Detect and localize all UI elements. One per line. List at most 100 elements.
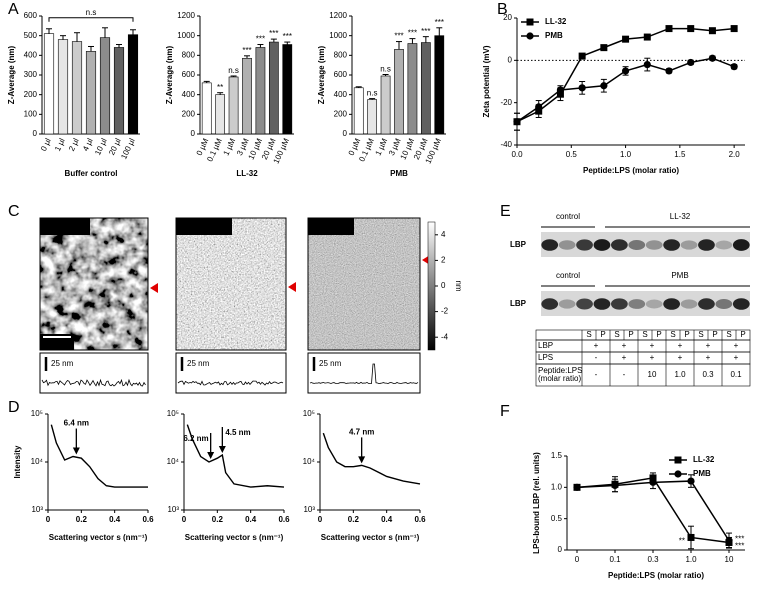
peak-arrow <box>218 426 226 453</box>
legend-label: LL-32 <box>545 17 567 26</box>
bar <box>255 47 266 135</box>
afm-label: control <box>43 222 67 231</box>
afm-label-bg <box>176 218 232 235</box>
series-line <box>322 432 421 485</box>
marker <box>556 86 565 94</box>
marker <box>649 478 657 486</box>
y-tick-label: 400 <box>24 50 38 59</box>
chart-title: LL-32 <box>236 169 258 178</box>
table-cell: - <box>595 353 598 362</box>
marker <box>600 44 608 52</box>
significance: n.s <box>380 65 391 74</box>
panel-label: F <box>500 403 510 420</box>
y-tick-label: 200 <box>334 109 348 118</box>
scale-bar-label: 1 µm <box>44 339 62 348</box>
table-cell: LPS <box>538 353 553 362</box>
blot-band <box>715 299 733 309</box>
x-axis-label: Peptide:LPS (molar ratio) <box>608 571 704 580</box>
significance: *** <box>735 542 744 551</box>
marker <box>600 82 608 90</box>
colorbar-tick-label: -2 <box>441 307 449 316</box>
legend-marker <box>674 470 682 478</box>
table-cell: + <box>678 341 683 350</box>
x-tick-label: 0.6 <box>142 515 154 524</box>
panel-label: A <box>8 1 19 18</box>
error-bar <box>422 36 429 43</box>
blot-band <box>558 299 576 309</box>
table-cell: + <box>678 353 683 362</box>
y-axis-label: Z-Average (nm) <box>7 45 16 104</box>
significance: *** <box>408 29 417 38</box>
x-axis-label: Peptide:LPS (molar ratio) <box>583 166 679 175</box>
profile-frame <box>175 352 287 394</box>
blot-band <box>628 299 646 309</box>
panel-label: D <box>8 399 20 416</box>
profile-frame <box>39 352 149 394</box>
colorbar-tick-label: 2 <box>441 256 446 265</box>
blot-band <box>558 240 576 250</box>
y-tick-label: 200 <box>24 90 38 99</box>
table-row <box>535 351 751 365</box>
height-bar-label: 25 nm <box>319 359 342 368</box>
blot-band <box>576 239 593 251</box>
peak-label: 4.7 nm <box>349 427 374 436</box>
x-tick-label: 0.2 <box>348 515 360 524</box>
marker <box>687 25 695 33</box>
blot-band <box>663 298 680 310</box>
bar <box>380 75 391 135</box>
x-tick-label: 0.0 <box>511 150 523 159</box>
marker <box>573 483 581 491</box>
x-tick-label: 0 <box>575 555 580 564</box>
table-cell: P <box>600 330 605 339</box>
y-axis-label: LPS-bound LBP (rel. units) <box>532 452 541 554</box>
y-axis-label: Intensity <box>13 445 22 478</box>
significance: n.s <box>367 89 378 98</box>
table-row <box>535 363 751 387</box>
table-cell: + <box>622 341 627 350</box>
x-tick-label: 0.6 <box>414 515 426 524</box>
marker <box>643 33 651 41</box>
marker <box>578 84 586 92</box>
legend-marker <box>674 456 682 464</box>
legend-label: PMB <box>693 469 711 478</box>
blot-band <box>576 298 593 310</box>
table-cell: + <box>706 341 711 350</box>
significance: *** <box>394 32 403 41</box>
marker <box>535 103 543 111</box>
table-cell: 0.3 <box>702 370 714 379</box>
x-tick-label: 2.0 <box>729 150 741 159</box>
marker <box>611 481 619 490</box>
x-tick-label: 10 µl <box>93 137 109 157</box>
blot-image <box>541 232 750 257</box>
series-line <box>50 424 148 488</box>
marker-triangle <box>288 282 296 292</box>
bar <box>420 42 431 135</box>
afm-image <box>176 218 286 350</box>
blot-band <box>663 239 680 251</box>
y-tick-label: -20 <box>500 98 512 107</box>
y-tick-label: -40 <box>500 140 512 149</box>
table-cell: S <box>642 330 647 339</box>
table-cell: LBP <box>538 341 553 350</box>
y-tick-label: 0 <box>343 129 348 138</box>
y-tick-label: 300 <box>24 70 38 79</box>
peak-arrow <box>72 428 80 455</box>
table-cell: P <box>684 330 689 339</box>
arrow-head <box>358 456 366 464</box>
table-row <box>535 339 751 353</box>
x-tick-label: 0.4 <box>381 515 393 524</box>
y-tick-label: 600 <box>24 11 38 20</box>
table-cell: 1.0 <box>674 370 686 379</box>
blot-band <box>593 239 611 251</box>
y-tick-label: 600 <box>334 70 348 79</box>
blot-band <box>698 298 715 310</box>
error-bar <box>203 80 210 83</box>
y-tick-label: 400 <box>334 90 348 99</box>
table-cell: 10 <box>648 370 657 379</box>
y-tick-label: 20 <box>503 13 512 22</box>
x-tick-label: 0.3 <box>647 555 659 564</box>
height-profile <box>309 363 419 385</box>
colorbar-tick-label: -4 <box>441 332 449 341</box>
y-tick-label: 10⁴ <box>303 457 316 466</box>
